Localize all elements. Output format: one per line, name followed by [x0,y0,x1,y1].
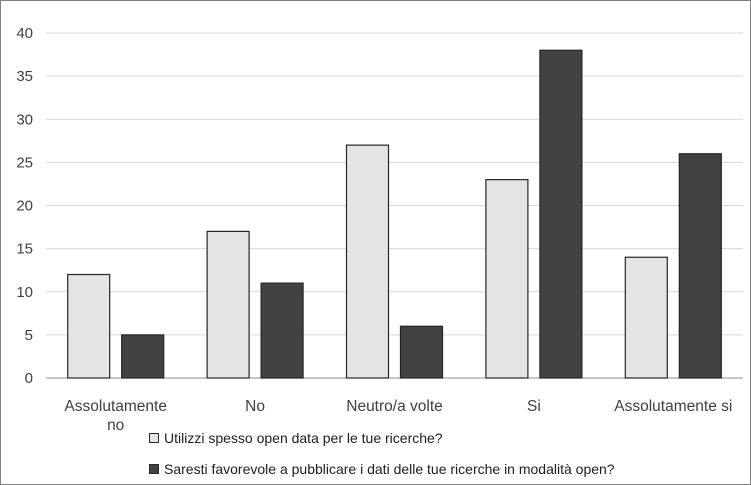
y-tick-label: 5 [25,327,33,344]
y-tick-label: 0 [25,370,33,387]
y-tick-label: 10 [16,284,33,301]
bar-series-2 [539,49,583,379]
bar-series-1 [206,230,250,379]
y-tick-label: 25 [16,154,33,171]
x-tick-label: Assolutamente si [614,398,732,415]
legend-swatch-series-2 [149,464,159,474]
bar-series-2 [399,325,444,379]
bar-series-1 [67,273,111,379]
y-tick-label: 20 [16,198,33,215]
bars [67,49,722,379]
bar-series-1 [345,144,390,379]
y-tick-label: 15 [16,241,33,258]
legend-label-series-1: Utilizzi spesso open data per le tue ric… [164,430,443,446]
y-tick-label: 40 [16,25,33,42]
x-tick-label: no [107,417,124,434]
x-tick-label: Assolutamente [64,398,167,415]
bar-series-2 [121,334,165,379]
bar-series-2 [260,282,304,379]
legend-label-series-2: Saresti favorevole a pubblicare i dati d… [164,461,615,477]
y-tick-label: 30 [16,111,33,128]
x-tick-label: Si [527,398,541,415]
x-tick-label: No [245,398,265,415]
y-axis: 0 5 10 15 20 25 30 35 40 [16,25,33,387]
legend-item-series-1: Utilizzi spesso open data per le tue ric… [149,430,443,446]
bar-series-2 [678,153,722,379]
bar-series-1 [485,179,529,379]
legend-item-series-2: Saresti favorevole a pubblicare i dati d… [149,461,615,477]
y-tick-label: 35 [16,68,33,85]
bar-series-1 [624,256,668,379]
legend-swatch-series-1 [149,433,159,443]
x-tick-label: Neutro/a volte [346,398,443,415]
x-axis: Assolutamente no No Neutro/a volte Si Assolut… [64,398,732,434]
